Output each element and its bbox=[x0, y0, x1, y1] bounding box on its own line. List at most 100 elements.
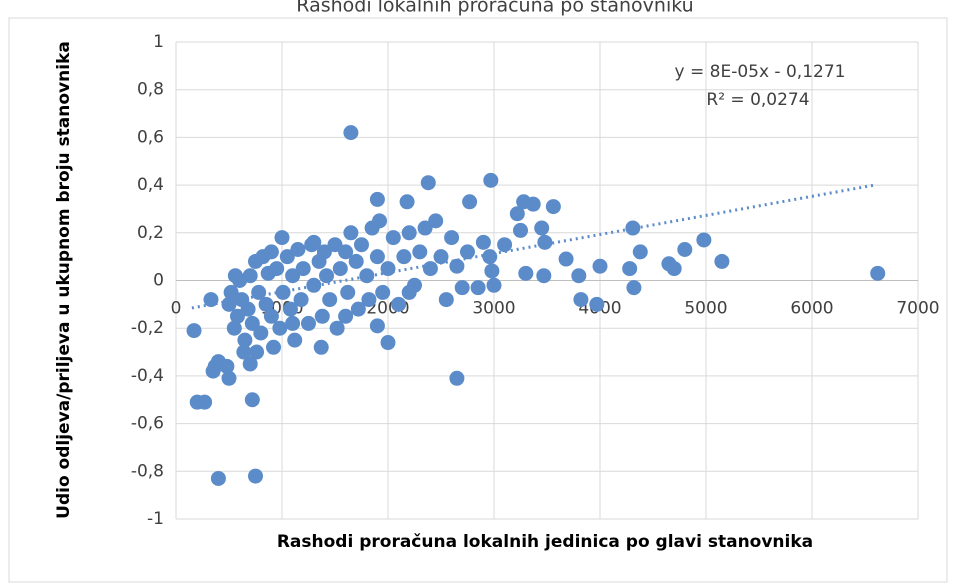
point bbox=[625, 220, 641, 236]
point bbox=[592, 258, 608, 274]
point bbox=[571, 268, 587, 284]
point bbox=[329, 320, 345, 336]
point bbox=[327, 237, 343, 253]
point bbox=[197, 394, 213, 410]
point bbox=[545, 199, 561, 215]
point bbox=[350, 301, 366, 317]
point bbox=[258, 296, 274, 312]
point bbox=[287, 332, 303, 348]
x-tick-label: 5000 bbox=[684, 299, 727, 319]
point bbox=[462, 194, 478, 210]
point bbox=[482, 249, 498, 265]
point bbox=[242, 356, 258, 372]
y-tick-label: 0,8 bbox=[137, 80, 164, 100]
y-tick-label: 0,4 bbox=[137, 175, 164, 195]
point bbox=[295, 261, 311, 277]
point bbox=[417, 220, 433, 236]
point bbox=[412, 244, 428, 260]
point bbox=[401, 284, 417, 300]
point bbox=[319, 268, 335, 284]
x-tick-label: 3000 bbox=[472, 299, 515, 319]
x-tick-label: 7000 bbox=[896, 299, 939, 319]
point bbox=[460, 244, 475, 260]
point bbox=[249, 344, 265, 360]
point bbox=[314, 308, 330, 324]
point bbox=[332, 261, 348, 277]
point bbox=[359, 268, 375, 284]
chart-title: Rashodi lokalnih proračuna po stanovniku bbox=[296, 0, 693, 17]
point bbox=[186, 323, 202, 339]
point bbox=[573, 292, 589, 308]
point bbox=[285, 315, 301, 331]
point bbox=[677, 241, 693, 257]
point bbox=[632, 244, 648, 260]
point bbox=[348, 253, 364, 269]
point bbox=[589, 296, 605, 312]
point bbox=[354, 237, 369, 253]
point bbox=[454, 280, 470, 296]
chart-border bbox=[8, 17, 948, 583]
point bbox=[714, 253, 730, 269]
point bbox=[518, 265, 534, 281]
y-tick-label: -0,2 bbox=[131, 318, 164, 338]
point bbox=[275, 284, 291, 300]
point bbox=[293, 292, 309, 308]
trend-r2: R² = 0,0274 bbox=[706, 90, 809, 110]
y-tick-label: 0,6 bbox=[137, 127, 164, 147]
point bbox=[221, 370, 237, 386]
point bbox=[380, 261, 396, 277]
point bbox=[279, 249, 295, 265]
point bbox=[369, 249, 385, 265]
point bbox=[226, 320, 242, 336]
point bbox=[372, 213, 388, 229]
point bbox=[338, 244, 354, 260]
point bbox=[484, 263, 500, 279]
y-tick-label: -0,4 bbox=[131, 366, 164, 386]
point bbox=[240, 301, 256, 317]
point bbox=[236, 344, 252, 360]
y-tick-label: 1 bbox=[153, 32, 164, 52]
point bbox=[558, 251, 574, 267]
point bbox=[274, 230, 290, 246]
point bbox=[537, 234, 553, 250]
point bbox=[253, 325, 269, 341]
point bbox=[536, 268, 552, 284]
point bbox=[301, 315, 316, 331]
point bbox=[223, 284, 239, 300]
point bbox=[626, 280, 642, 296]
point bbox=[391, 296, 407, 312]
point bbox=[263, 308, 279, 324]
point bbox=[369, 318, 385, 334]
point bbox=[534, 220, 550, 236]
point bbox=[244, 392, 260, 408]
point bbox=[229, 308, 245, 324]
point bbox=[343, 125, 359, 141]
point bbox=[340, 284, 356, 300]
point bbox=[449, 370, 465, 386]
point bbox=[401, 225, 417, 241]
point bbox=[470, 280, 486, 296]
point bbox=[396, 249, 412, 265]
point bbox=[622, 261, 638, 277]
y-tick-label: -0,6 bbox=[131, 414, 164, 434]
trend-equation: y = 8E-05x - 0,1271 bbox=[675, 62, 846, 82]
point bbox=[433, 249, 449, 265]
point bbox=[210, 470, 226, 486]
point bbox=[306, 234, 322, 250]
point bbox=[399, 194, 415, 210]
point bbox=[420, 175, 436, 191]
point bbox=[375, 284, 391, 300]
y-tick-label: -1 bbox=[147, 509, 164, 529]
point bbox=[290, 241, 306, 257]
point bbox=[248, 468, 263, 484]
point bbox=[361, 292, 377, 308]
point bbox=[385, 230, 401, 246]
y-tick-label: 0 bbox=[153, 271, 164, 291]
point bbox=[219, 358, 235, 374]
point bbox=[343, 225, 359, 241]
point bbox=[322, 292, 338, 308]
point bbox=[282, 301, 298, 317]
y-axis-label: Udio odljeva/priljeva u ukupnom broju st… bbox=[54, 41, 74, 519]
y-tick-label: 0,2 bbox=[137, 223, 164, 243]
